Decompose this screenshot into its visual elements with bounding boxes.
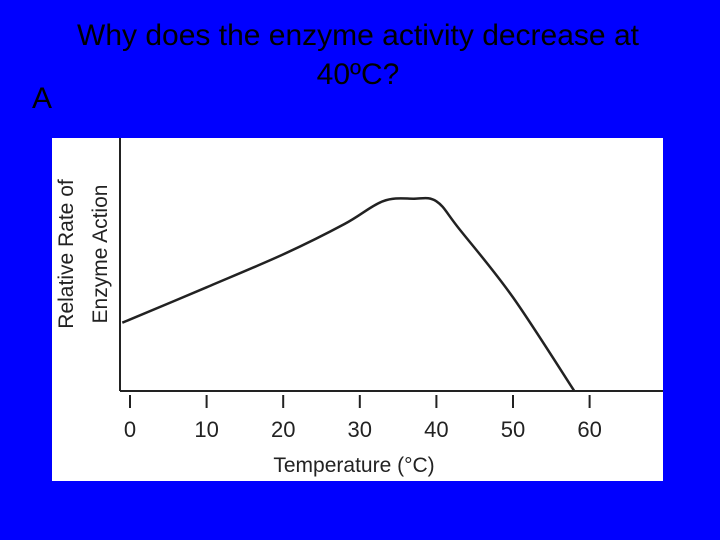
series-layer [121, 196, 576, 392]
x-axis-title: Temperature (°C) [273, 454, 434, 477]
x-tick-label: 40 [424, 417, 448, 442]
enzyme-rate-chart: 0 10 20 30 40 50 60 Temperature (°C) Relative … [55, 138, 663, 477]
slide-title: Why does the enzyme activity decrease at… [77, 19, 639, 91]
x-tick-label: 0 [124, 417, 136, 442]
x-ticks: 0 10 20 30 40 50 60 [124, 395, 602, 442]
y-axis-title-line-2: Enzyme Action [89, 185, 112, 324]
x-tick-label: 60 [577, 417, 601, 442]
x-tick-label: 30 [348, 417, 372, 442]
x-tick-label: 50 [501, 417, 525, 442]
y-axis-title-line-1: Relative Rate of [55, 179, 78, 329]
chart-panel: 0 10 20 30 40 50 60 Temperature (°C) Relative … [52, 138, 663, 481]
x-tick-label: 20 [271, 417, 295, 442]
x-tick-label: 10 [194, 417, 218, 442]
slide-label: A [32, 82, 53, 115]
enzyme-rate-line [121, 196, 576, 392]
